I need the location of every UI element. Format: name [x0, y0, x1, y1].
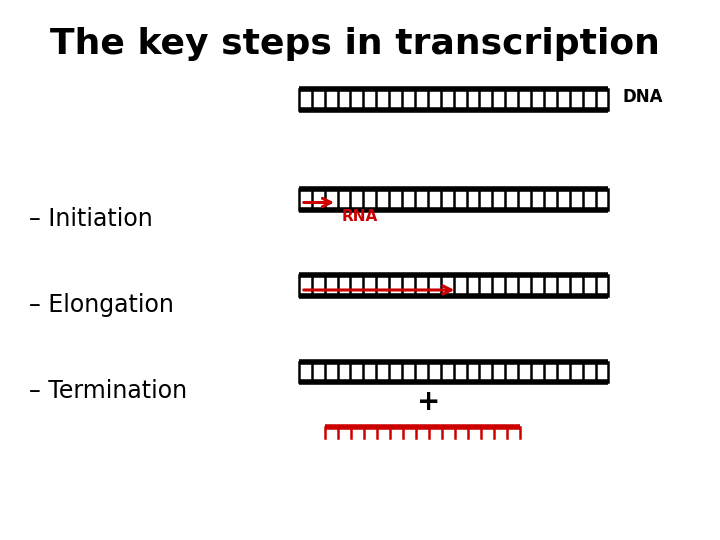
Text: RNA: RNA	[342, 209, 378, 224]
Text: – Initiation: – Initiation	[29, 207, 153, 231]
Text: DNA: DNA	[623, 88, 663, 106]
Text: +: +	[417, 388, 440, 416]
Text: – Termination: – Termination	[29, 380, 187, 403]
Text: The key steps in transcription: The key steps in transcription	[50, 27, 660, 61]
Text: – Elongation: – Elongation	[29, 293, 174, 317]
